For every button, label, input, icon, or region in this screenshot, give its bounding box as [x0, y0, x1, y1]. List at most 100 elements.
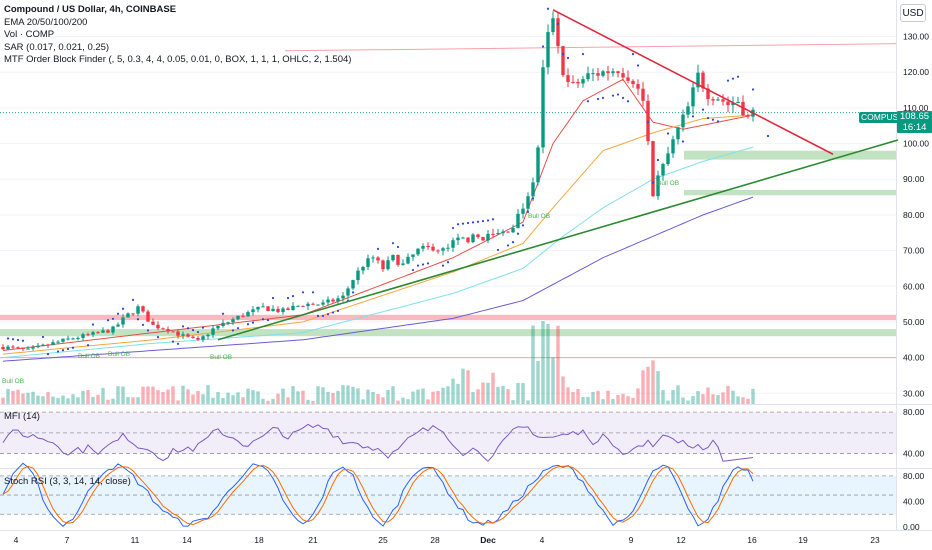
candle-body: [381, 260, 385, 270]
volume-bar: [206, 385, 210, 404]
sar-dot: [666, 132, 670, 135]
candle-body: [426, 245, 430, 247]
order-block-label: Bull OB: [528, 213, 550, 220]
sar-dot: [516, 232, 520, 235]
sar-dot: [171, 340, 175, 343]
volume-bar: [301, 390, 305, 404]
volume-bar: [491, 372, 495, 404]
volume-bar: [481, 382, 485, 404]
candle-body: [656, 175, 660, 197]
volume-bar: [31, 391, 35, 404]
sar-dot: [636, 64, 640, 67]
candle-body: [171, 331, 175, 333]
volume-bar: [391, 386, 395, 404]
sar-dot: [156, 336, 160, 339]
sar-dot: [496, 248, 500, 252]
volume-legend[interactable]: Vol · COMP: [4, 29, 55, 41]
sar-dot: [526, 210, 530, 214]
candle-body: [201, 336, 205, 340]
sar-dot: [481, 220, 485, 223]
sar-dot: [391, 242, 395, 245]
currency-button[interactable]: USD: [900, 4, 926, 22]
candle-body: [561, 46, 565, 76]
time-tick-label: 19: [798, 535, 808, 545]
mfi-pane: [0, 411, 896, 462]
sar-dot: [61, 349, 65, 352]
candle-body: [601, 71, 605, 76]
volume-bar: [316, 386, 320, 404]
sar-dot: [56, 350, 60, 353]
volume-bar: [131, 397, 135, 404]
volume-bar: [196, 391, 200, 404]
mfi-label[interactable]: MFI (14): [4, 411, 40, 422]
sar-dot: [321, 314, 325, 317]
sar-legend[interactable]: SAR (0.017, 0.021, 0.25): [4, 41, 110, 53]
candle-body: [431, 246, 435, 251]
order-block-zones: [0, 43, 897, 359]
volume-bar: [66, 398, 70, 404]
sar-dot: [311, 291, 315, 294]
resistance-line: [284, 43, 897, 52]
candle-body: [326, 299, 330, 303]
candle-body: [161, 328, 165, 330]
volume-bar: [361, 399, 365, 404]
sar-dot: [681, 140, 685, 143]
candle-body: [546, 32, 550, 68]
candle-body: [91, 332, 95, 335]
ema-line: [2, 196, 754, 362]
candle-body: [351, 280, 355, 289]
candle-body: [366, 258, 370, 267]
candle-body: [691, 87, 695, 107]
order-block-labels: Bull OB Bull OB Bull OB Bull OB Bull OB Bull …: [2, 180, 679, 385]
sar-dot: [251, 321, 255, 324]
volume-bar: [666, 400, 670, 404]
time-tick-label: 4: [540, 535, 545, 545]
sar-dot: [631, 52, 635, 56]
sar-dot: [186, 327, 190, 330]
order-block-label: Bull OB: [657, 180, 679, 187]
last-price-value: 108.65: [899, 111, 930, 122]
sar-dot: [416, 264, 420, 267]
candle-body: [331, 299, 335, 302]
candle-body: [376, 257, 380, 261]
sar-dot: [751, 88, 755, 91]
sar-dot: [41, 335, 45, 339]
volume-bar: [326, 391, 330, 404]
candle-body: [621, 73, 625, 78]
price-tick-label: 90.00: [903, 174, 925, 184]
candle-body: [456, 237, 460, 241]
volume-bar: [341, 385, 345, 404]
symbol-title[interactable]: Compound / US Dollar, 4h, COINBASE: [4, 4, 177, 15]
order-block-zone: [0, 314, 896, 321]
candle-body: [36, 345, 40, 348]
candle-body: [166, 329, 170, 332]
sar-dot: [246, 323, 250, 326]
ema-legend[interactable]: EMA 20/50/100/200: [4, 16, 88, 28]
candle-body: [16, 347, 20, 349]
time-tick-label: Dec: [480, 535, 496, 545]
volume-bar: [466, 370, 470, 404]
volume-bar: [221, 398, 225, 404]
candle-body: [271, 308, 275, 311]
volume-bar: [531, 325, 535, 404]
volume-bar: [416, 389, 420, 404]
sar-dot: [561, 52, 565, 56]
volume-bar: [356, 388, 360, 404]
volume-bar: [501, 385, 505, 404]
candle-body: [631, 80, 635, 85]
stoch-rsi-label[interactable]: Stoch RSI (3, 3, 14, 14, close): [4, 476, 131, 487]
volume-bar: [91, 396, 95, 404]
candle-body: [191, 336, 195, 338]
sar-dot: [486, 219, 490, 222]
volume-bar: [646, 366, 650, 404]
mtf-legend[interactable]: MTF Order Block Finder (, 5, 0.3, 4, 4, …: [4, 54, 352, 66]
sar-dot: [191, 329, 195, 332]
volume-bar: [741, 397, 745, 404]
volume-bar: [116, 386, 120, 404]
candle-body: [676, 127, 680, 140]
volume-bar: [181, 385, 185, 404]
candle-body: [501, 231, 505, 234]
sar-dot: [236, 327, 240, 330]
volume-bar: [226, 392, 230, 404]
